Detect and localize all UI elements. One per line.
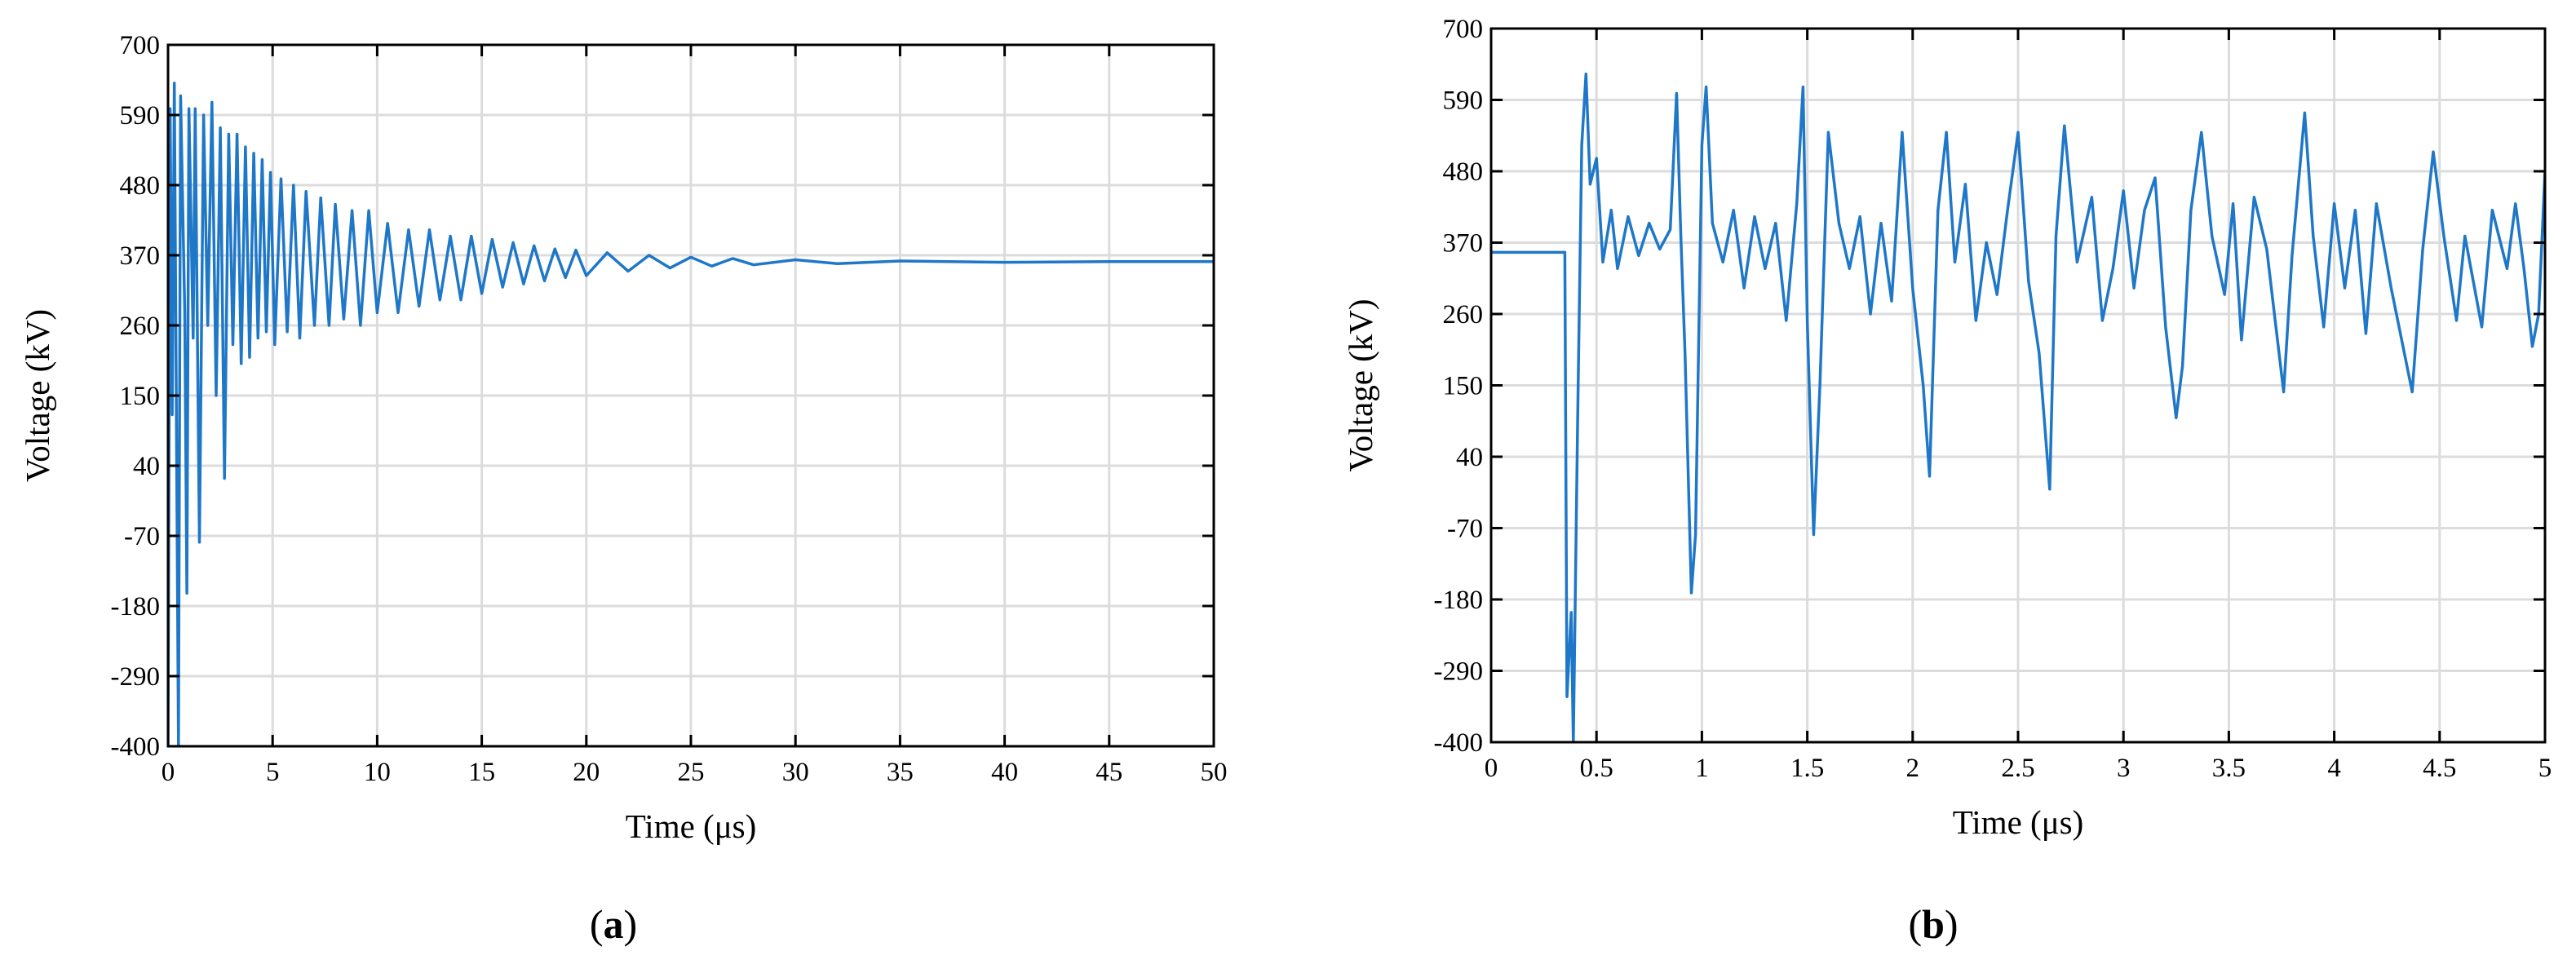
x-tick-label: 15 <box>468 758 495 787</box>
y-axis-label: Voltage (kV) <box>1342 299 1379 471</box>
x-tick-label: 20 <box>573 758 600 787</box>
series-line <box>168 82 1214 746</box>
y-tick-label: 40 <box>1456 443 1483 472</box>
x-tick-label: 40 <box>991 758 1018 787</box>
y-tick-label: -400 <box>111 732 161 762</box>
y-tick-label: -70 <box>1447 515 1483 544</box>
x-tick-label: 35 <box>887 758 914 787</box>
y-tick-label: 260 <box>120 312 161 341</box>
series-line <box>1491 72 2545 742</box>
y-tick-label: -70 <box>124 522 160 551</box>
y-tick-label: 480 <box>1443 157 1484 187</box>
x-tick-label: 50 <box>1201 758 1228 787</box>
y-tick-label: 700 <box>120 31 161 60</box>
x-tick-label: 5 <box>2538 754 2552 783</box>
x-tick-label: 25 <box>678 758 705 787</box>
x-tick-label: 2 <box>1906 754 1920 783</box>
panel-label: (b) <box>1908 901 1958 947</box>
x-tick-label: 30 <box>782 758 809 787</box>
y-tick-label: -290 <box>1434 657 1484 687</box>
y-tick-label: 480 <box>120 171 161 201</box>
x-tick-label: 0 <box>162 758 175 787</box>
y-tick-label: 150 <box>120 382 161 411</box>
x-tick-label: 3.5 <box>2212 754 2246 783</box>
y-tick-label: 150 <box>1443 372 1484 401</box>
panel-a: 0 5 10 15 20 25 30 35 40 45 50 -400 -290 -180 -70 40 150… <box>19 31 1228 947</box>
y-tick-label: -180 <box>111 592 161 621</box>
x-tick-label: 3 <box>2117 754 2131 783</box>
y-axis-label: Voltage (kV) <box>19 309 56 482</box>
x-tick-label: 0.5 <box>1580 754 1613 783</box>
y-tick-label: 370 <box>1443 229 1484 259</box>
x-axis-label: Time (μs) <box>1953 803 2084 841</box>
y-tick-label: -400 <box>1434 728 1484 758</box>
x-tick-label: 4.5 <box>2423 754 2456 783</box>
x-tick-label: 10 <box>364 758 391 787</box>
panel-label: (a) <box>590 901 637 947</box>
y-tick-label: 370 <box>120 241 161 271</box>
y-tick-label: 260 <box>1443 300 1484 329</box>
panel-b: 0 0.5 1 1.5 2 2.5 3 3.5 4 4.5 5 -400 -290 -180 -70 40 15… <box>1342 15 2552 947</box>
x-tick-label: 0 <box>1485 754 1498 783</box>
x-tick-label: 1.5 <box>1790 754 1824 783</box>
y-tick-label: -290 <box>111 662 161 692</box>
y-tick-label: 40 <box>133 452 160 481</box>
y-tick-label: 700 <box>1443 15 1484 44</box>
x-tick-label: 45 <box>1095 758 1122 787</box>
x-tick-label: 5 <box>266 758 280 787</box>
x-tick-label: 1 <box>1695 754 1709 783</box>
x-tick-label: 4 <box>2327 754 2341 783</box>
y-tick-label: 590 <box>1443 86 1484 116</box>
y-tick-label: -180 <box>1434 586 1484 615</box>
x-axis-label: Time (μs) <box>626 807 757 845</box>
y-tick-label: 590 <box>120 101 161 130</box>
x-tick-label: 2.5 <box>2001 754 2034 783</box>
